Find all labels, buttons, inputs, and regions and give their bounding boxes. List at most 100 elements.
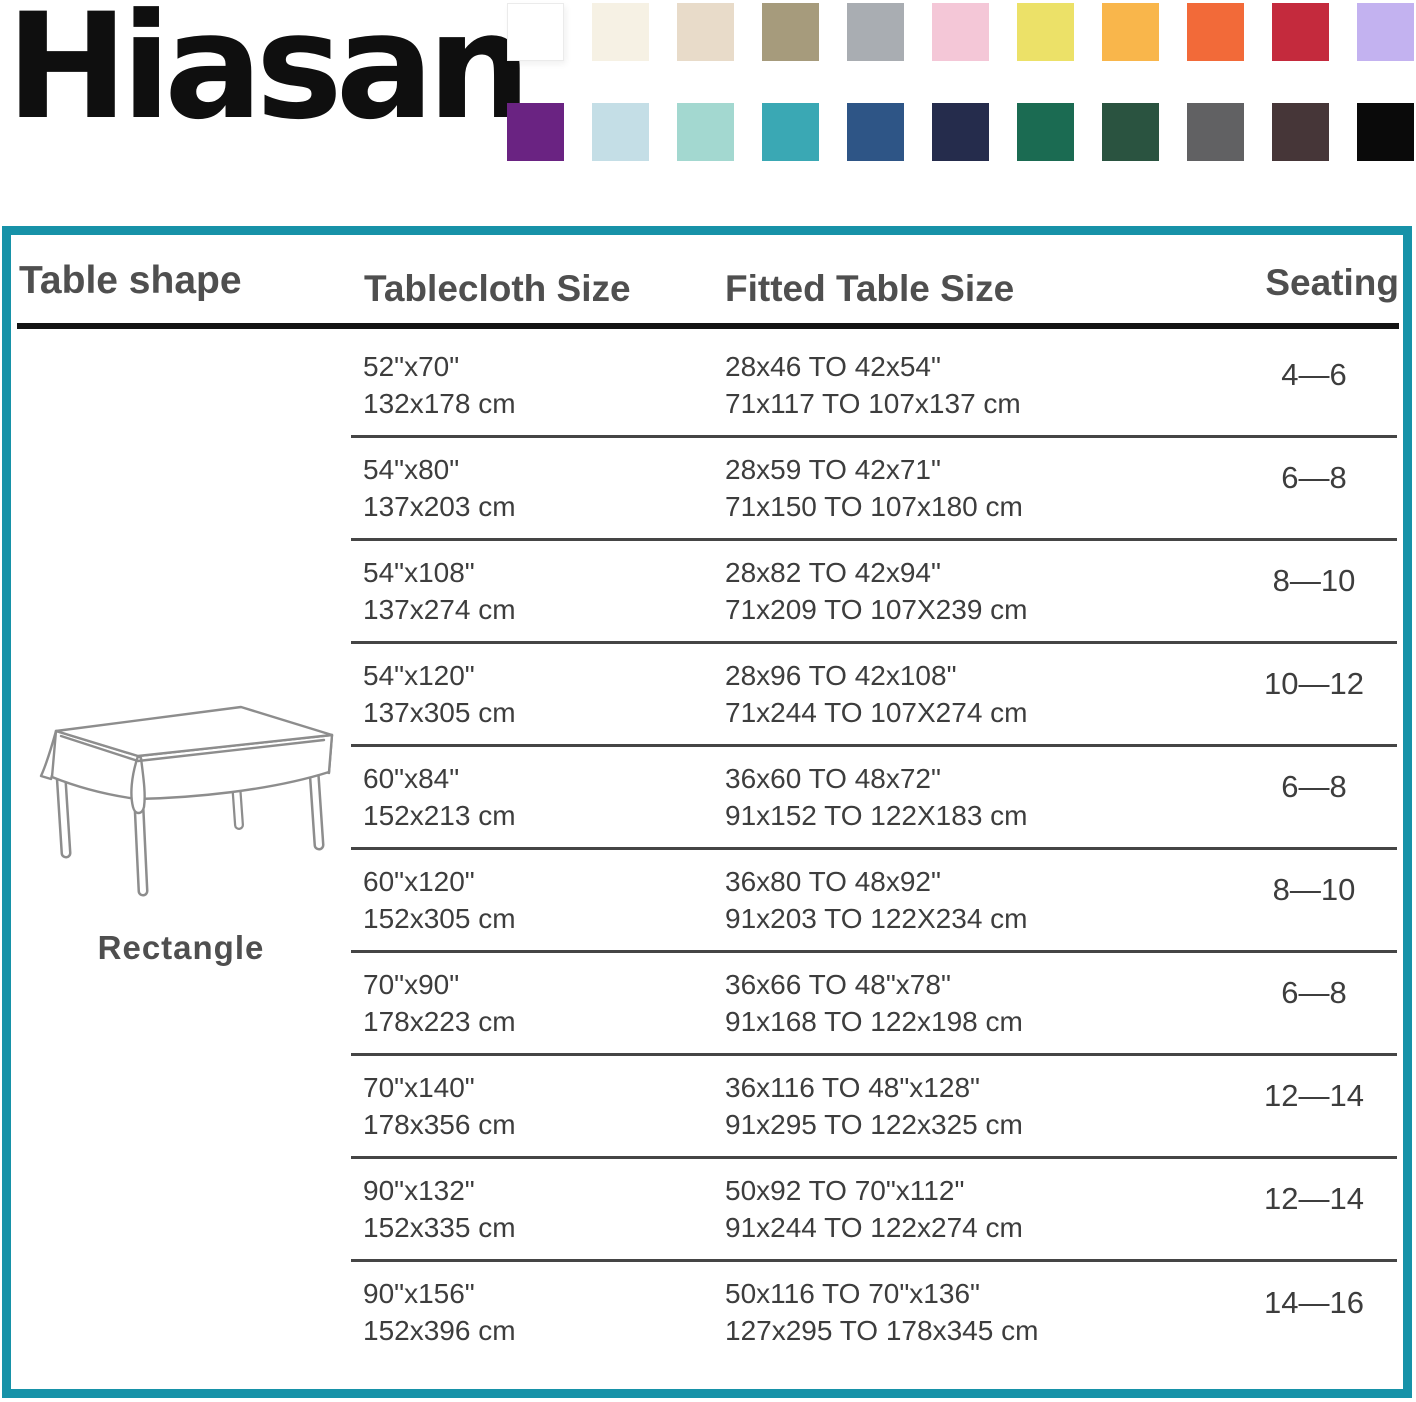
swatch-dark-gray: [1187, 103, 1244, 161]
swatch-pink: [932, 3, 989, 61]
tablecloth-size-cell: 70"x90" 178x223 cm: [351, 953, 725, 1053]
tablecloth-size-cell-line: 152x305 cm: [363, 903, 516, 934]
size-chart-rows: 52"x70" 132x178 cm 28x46 TO 42x54" 71x117 T…: [351, 335, 1397, 1365]
swatch-hunter-green: [1102, 103, 1159, 161]
swatch-white: [507, 3, 564, 61]
tablecloth-size-cell: 54"x120" 137x305 cm: [351, 644, 725, 744]
swatch-red: [1272, 3, 1329, 61]
swatch-row-2: [507, 103, 1414, 161]
tablecloth-size-cell: 60"x84" 152x213 cm: [351, 747, 725, 847]
seating-cell-line: 6—8: [1281, 768, 1347, 804]
tablecloth-size-cell-line: 132x178 cm: [363, 388, 516, 419]
fitted-table-size-cell-line: 91x203 TO 122X234 cm: [725, 903, 1028, 934]
header-divider: [17, 323, 1399, 329]
table-row: 70"x140" 178x356 cm 36x116 TO 48"x128" 91x2…: [351, 1056, 1397, 1159]
fitted-table-size-cell: 36x80 TO 48x92" 91x203 TO 122X234 cm: [725, 850, 1231, 950]
fitted-table-size-cell-line: 28x96 TO 42x108": [725, 660, 957, 691]
swatch-ivory: [592, 3, 649, 61]
fitted-table-size-cell: 28x82 TO 42x94" 71x209 TO 107X239 cm: [725, 541, 1231, 641]
fitted-table-size-cell-line: 50x116 TO 70"x136": [725, 1278, 980, 1309]
size-chart-panel: Table shape Tablecloth Size Fitted Table…: [2, 226, 1412, 1398]
seating-cell: 12—14: [1231, 1159, 1397, 1259]
table-row: 60"x84" 152x213 cm 36x60 TO 48x72" 91x152 T…: [351, 747, 1397, 850]
fitted-table-size-cell-line: 28x82 TO 42x94": [725, 557, 941, 588]
tablecloth-size-cell: 60"x120" 152x305 cm: [351, 850, 725, 950]
swatch-light-blue: [592, 103, 649, 161]
seating-cell: 4—6: [1231, 335, 1397, 435]
swatch-beige: [677, 3, 734, 61]
fitted-table-size-cell-line: 36x116 TO 48"x128": [725, 1072, 980, 1103]
tablecloth-size-cell-line: 152x213 cm: [363, 800, 516, 831]
table-row: 52"x70" 132x178 cm 28x46 TO 42x54" 71x117 T…: [351, 335, 1397, 438]
fitted-table-size-cell-line: 91x244 TO 122x274 cm: [725, 1212, 1023, 1243]
seating-cell: 8—10: [1231, 541, 1397, 641]
tablecloth-size-cell: 54"x80" 137x203 cm: [351, 438, 725, 538]
fitted-table-size-cell: 36x116 TO 48"x128" 91x295 TO 122x325 cm: [725, 1056, 1231, 1156]
swatch-teal: [762, 103, 819, 161]
tablecloth-size-cell-line: 152x335 cm: [363, 1212, 516, 1243]
tablecloth-size-cell-line: 60"x84": [363, 763, 460, 794]
swatch-khaki: [762, 3, 819, 61]
tablecloth-size-cell-line: 60"x120": [363, 866, 475, 897]
fitted-table-size-cell: 50x116 TO 70"x136" 127x295 TO 178x345 cm: [725, 1262, 1231, 1365]
fitted-table-size-cell-line: 36x66 TO 48"x78": [725, 969, 951, 1000]
tablecloth-size-cell-line: 90"x156": [363, 1278, 475, 1309]
color-swatch-grid: [507, 3, 1414, 161]
swatch-yellow: [1017, 3, 1074, 61]
fitted-table-size-cell-line: 127x295 TO 178x345 cm: [725, 1315, 1039, 1346]
fitted-table-size-cell-line: 91x295 TO 122x325 cm: [725, 1109, 1023, 1140]
swatch-purple: [507, 103, 564, 161]
rectangle-table-icon: [39, 705, 334, 897]
fitted-table-size-cell-line: 71x209 TO 107X239 cm: [725, 594, 1028, 625]
fitted-table-size-cell-line: 71x150 TO 107x180 cm: [725, 491, 1023, 522]
fitted-table-size-cell-line: 71x244 TO 107X274 cm: [725, 697, 1028, 728]
seating-cell: 6—8: [1231, 747, 1397, 847]
brand-logo: Hiasan: [6, 0, 531, 152]
tablecloth-size-cell: 52"x70" 132x178 cm: [351, 335, 725, 435]
table-row: 54"x108" 137x274 cm 28x82 TO 42x94" 71x209 …: [351, 541, 1397, 644]
swatch-aqua: [677, 103, 734, 161]
fitted-table-size-cell: 28x46 TO 42x54" 71x117 TO 107x137 cm: [725, 335, 1231, 435]
swatch-dark-brown: [1272, 103, 1329, 161]
fitted-table-size-cell-line: 91x168 TO 122x198 cm: [725, 1006, 1023, 1037]
fitted-table-size-cell-line: 28x59 TO 42x71": [725, 454, 941, 485]
tablecloth-size-cell-line: 54"x108": [363, 557, 475, 588]
seating-cell-line: 8—10: [1272, 871, 1356, 907]
swatch-dark-navy: [932, 103, 989, 161]
seating-cell: 14—16: [1231, 1262, 1397, 1365]
column-header-table-shape: Table shape: [19, 259, 242, 302]
seating-cell-line: 6—8: [1281, 459, 1347, 495]
tablecloth-size-cell-line: 137x203 cm: [363, 491, 516, 522]
fitted-table-size-cell: 36x66 TO 48"x78" 91x168 TO 122x198 cm: [725, 953, 1231, 1053]
swatch-black: [1357, 103, 1414, 161]
tablecloth-size-cell-line: 52"x70": [363, 351, 460, 382]
seating-cell: 12—14: [1231, 1056, 1397, 1156]
fitted-table-size-cell: 28x96 TO 42x108" 71x244 TO 107X274 cm: [725, 644, 1231, 744]
seating-cell-line: 4—6: [1281, 356, 1347, 392]
swatch-row-1: [507, 3, 1414, 61]
column-header-tablecloth-size: Tablecloth Size: [364, 268, 631, 309]
swatch-orange: [1187, 3, 1244, 61]
tablecloth-size-cell-line: 152x396 cm: [363, 1315, 516, 1346]
seating-cell: 10—12: [1231, 644, 1397, 744]
swatch-gray: [847, 3, 904, 61]
fitted-table-size-cell: 50x92 TO 70"x112" 91x244 TO 122x274 cm: [725, 1159, 1231, 1259]
tablecloth-size-cell-line: 70"x90": [363, 969, 460, 1000]
swatch-navy-blue: [847, 103, 904, 161]
swatch-marigold: [1102, 3, 1159, 61]
column-header-seating: Seating: [1265, 262, 1399, 303]
tablecloth-size-cell-line: 137x274 cm: [363, 594, 516, 625]
table-shape-label: Rectangle: [97, 929, 265, 966]
tablecloth-size-cell: 90"x156" 152x396 cm: [351, 1262, 725, 1365]
table-row: 54"x80" 137x203 cm 28x59 TO 42x71" 71x150 T…: [351, 438, 1397, 541]
tablecloth-size-cell-line: 137x305 cm: [363, 697, 516, 728]
column-header-fitted-table-size: Fitted Table Size: [725, 268, 1015, 309]
tablecloth-size-cell: 90"x132" 152x335 cm: [351, 1159, 725, 1259]
seating-cell-line: 14—16: [1264, 1285, 1364, 1320]
seating-cell-line: 12—14: [1264, 1180, 1364, 1216]
swatch-lavender: [1357, 3, 1414, 61]
seating-cell: 8—10: [1231, 850, 1397, 950]
fitted-table-size-cell-line: 28x46 TO 42x54": [725, 351, 941, 382]
seating-cell: 6—8: [1231, 953, 1397, 1053]
tablecloth-size-cell-line: 54"x80": [363, 454, 460, 485]
